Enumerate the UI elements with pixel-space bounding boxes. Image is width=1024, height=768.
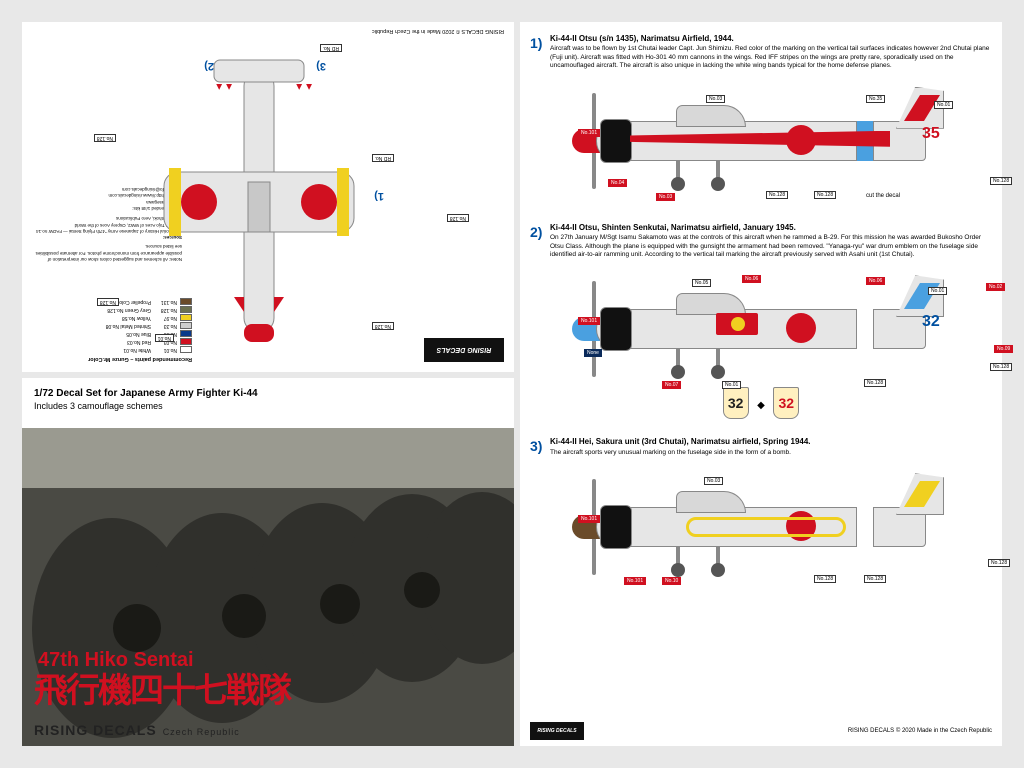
ref-2: 2) <box>204 60 214 72</box>
scheme-2: 2) Ki-44-II Otsu, Shinten Senkutai, Nari… <box>530 223 992 420</box>
instruction-sheet-back: RISING DECALS Recommended paints – Gunze… <box>22 22 514 372</box>
profile-drawing: 32 No.101NoneNo.07No.01No.05No.06No.06No… <box>566 271 986 376</box>
ref-3: 3) <box>316 60 326 72</box>
title-japanese: 飛行機四十七戦隊 <box>34 663 290 712</box>
ref-1: 1) <box>374 190 384 202</box>
profile-drawing: 35 No.101No.04No.03No.03No.128No.128No.3… <box>566 83 986 188</box>
back-footer: RISING DECALS © 2020 Made in the Czech R… <box>372 28 504 34</box>
product-caption: 1/72 Decal Set for Japanese Army Fighter… <box>34 388 258 411</box>
profile-sheet: 1) Ki-44-II Otsu (s/n 1435), Narimatsu A… <box>520 22 1002 746</box>
brand-logo-small: RISING DECALS <box>530 722 584 740</box>
brand-logo: RISING DECALS <box>424 338 504 362</box>
scheme-3: 3) Ki-44-II Hei, Sakura unit (3rd Chutai… <box>530 437 992 591</box>
cover-sheet: 1/72 Decal Set for Japanese Army Fighter… <box>22 378 514 746</box>
brand-text: RISING DECALSCzech Republic <box>34 722 240 738</box>
scheme-1: 1) Ki-44-II Otsu (s/n 1435), Narimatsu A… <box>530 34 992 205</box>
right-footer: RISING DECALS RISING DECALS © 2020 Made … <box>530 722 992 740</box>
profile-drawing: No.101No.101No.10No.03No.128No.128No.128 <box>566 469 986 574</box>
top-view-diagram: ▲▲ ▲▲ 1) 2) 3) <box>144 42 374 352</box>
